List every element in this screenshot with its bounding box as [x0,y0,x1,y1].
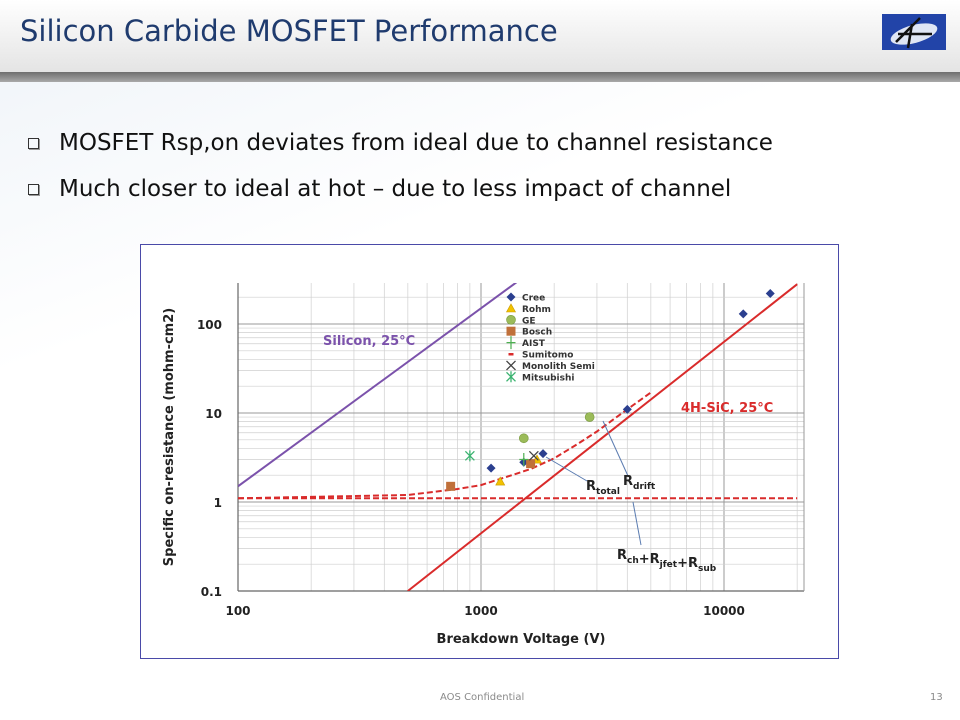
curve-4h-sic-25-c [407,283,798,591]
data-point-cree [486,463,496,473]
y-tick-label: 100 [197,318,222,332]
legend-item-bosch: Bosch [522,328,552,338]
bullet-list: MOSFET Rsp,on deviates from ideal due to… [28,120,773,212]
r-drift-label: Rdrift [623,474,656,492]
dash-legend-icon [508,353,514,356]
plus-legend-icon [506,336,516,350]
tick-labels: 100 1000 10000 0.1 1 10 100 [197,318,745,618]
legend-item-ge: GE [522,316,536,326]
legend-item-rohm: Rohm [522,305,551,315]
y-tick-label: 1 [214,496,222,510]
data-point-cree [765,289,775,299]
y-tick-label: 0.1 [201,585,222,599]
data-point-cree [622,404,632,414]
x-legend-icon [506,360,516,371]
r-parts-leader [632,501,642,546]
r-total-label: Rtotal [586,479,620,497]
curve-silicon-25-c [238,283,518,488]
y-axis-label: Specific on-resistance (mohm-cm2) [162,308,177,566]
checkbox-bullet-icon [28,137,39,149]
bullet-item: MOSFET Rsp,on deviates from ideal due to… [28,120,773,166]
data-point-monolith-semi [528,450,539,461]
diamond-legend-icon [506,292,516,302]
r-drift-leader [602,420,629,477]
square-legend-icon [506,326,516,336]
data-point-mitsubishi [464,450,475,462]
label-base: R [617,548,627,563]
footer-confidential: AOS Confidential [440,692,525,703]
silicon-line-label: Silicon, 25°C [323,334,415,349]
label-base: +R [639,552,660,567]
annotations: Silicon, 25°C4H-SiC, 25°CRtotalRdriftRch… [323,334,773,574]
legend-item-monolith-semi: Monolith Semi [522,362,595,372]
label-subscript: sub [698,564,717,574]
data-points [446,289,775,491]
r-total-leader [545,456,588,482]
curve-rtotal [238,391,652,500]
data-point-bosch [446,481,456,491]
checkbox-bullet-icon [28,183,39,195]
data-point-ge [584,412,595,422]
sic-line-label: 4H-SiC, 25°C [681,401,773,416]
header-divider [0,72,960,82]
data-point-bosch [526,459,536,469]
label-base: +R [677,556,698,571]
legend-item-mitsubishi: Mitsubishi [522,373,574,383]
label-subscript: ch [627,556,639,566]
slide-header: Silicon Carbide MOSFET Performance [0,0,960,72]
chart-frame: 100 1000 10000 0.1 1 10 100 Cree Rohm GE Bosch AIS… [140,244,839,659]
data-point-ge [518,433,529,444]
data-point-cree [538,449,548,459]
company-logo [882,14,946,50]
x-axis-label: Breakdown Voltage (V) [437,632,606,647]
label-base: R [623,474,633,489]
curves [238,283,798,591]
bullet-text: Much closer to ideal at hot – due to les… [59,176,732,202]
label-subscript: drift [633,482,656,492]
data-point-cree [738,309,748,319]
bullet-item: Much closer to ideal at hot – due to les… [28,166,773,212]
x-tick-label: 1000 [464,604,497,618]
label-base: R [586,479,596,494]
legend-item-cree: Cree [522,294,545,304]
triangle-legend-icon [505,303,517,313]
x-tick-label: 10000 [703,604,745,618]
y-tick-label: 10 [205,407,222,421]
label-subscript: jfet [659,560,678,570]
bullet-text: MOSFET Rsp,on deviates from ideal due to… [59,130,773,156]
legend-item-aist: AIST [522,339,546,349]
legend-item-sumitomo: Sumitomo [522,351,573,361]
r-ch-jfet-sub-label: Rch+Rjfet+Rsub [617,548,717,574]
x-tick-label: 100 [225,604,250,618]
data-point-aist [519,453,529,467]
slide-title: Silicon Carbide MOSFET Performance [20,14,558,48]
asterisk-legend-icon [506,371,516,383]
circle-legend-icon [506,315,516,325]
label-subscript: total [596,487,620,497]
page-number: 13 [930,692,943,703]
data-point-rohm [495,476,506,486]
